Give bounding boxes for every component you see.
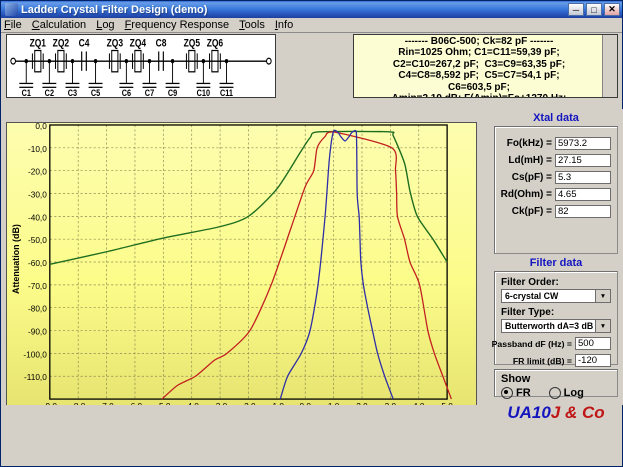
svg-text:-2,0: -2,0 — [241, 402, 256, 405]
svg-text:4,0: 4,0 — [413, 402, 425, 405]
svg-text:-30,0: -30,0 — [28, 190, 47, 199]
svg-text:-80,0: -80,0 — [28, 305, 47, 314]
svg-text:ZQ6: ZQ6 — [207, 38, 223, 50]
svg-text:ZQ1: ZQ1 — [30, 38, 47, 50]
svg-text:C10: C10 — [197, 87, 211, 97]
svg-text:ZQ5: ZQ5 — [184, 38, 201, 50]
svg-text:-110,0: -110,0 — [24, 373, 47, 382]
svg-text:-100,0: -100,0 — [23, 350, 47, 359]
svg-text:C5: C5 — [91, 87, 101, 97]
svg-text:-90,0: -90,0 — [28, 328, 47, 337]
svg-text:C8: C8 — [156, 38, 167, 50]
svg-text:-8,0: -8,0 — [71, 402, 86, 405]
svg-text:C3: C3 — [68, 87, 78, 97]
svg-text:C2: C2 — [45, 87, 55, 97]
svg-text:C1: C1 — [22, 87, 32, 97]
svg-text:C6: C6 — [122, 87, 132, 97]
svg-text:C4: C4 — [79, 38, 90, 50]
svg-text:Attenuation (dB): Attenuation (dB) — [11, 224, 21, 294]
svg-text:-40,0: -40,0 — [28, 213, 47, 222]
svg-text:ZQ3: ZQ3 — [107, 38, 123, 50]
svg-text:-60,0: -60,0 — [28, 259, 47, 268]
svg-text:0,0: 0,0 — [299, 402, 311, 405]
svg-text:0,0: 0,0 — [35, 123, 47, 131]
svg-text:-4,0: -4,0 — [185, 402, 200, 405]
svg-text:-1,0: -1,0 — [270, 402, 285, 405]
svg-text:C7: C7 — [145, 87, 155, 97]
svg-text:-70,0: -70,0 — [28, 282, 47, 291]
svg-text:-6,0: -6,0 — [128, 402, 143, 405]
svg-text:ZQ4: ZQ4 — [130, 38, 147, 50]
svg-text:-7,0: -7,0 — [99, 402, 114, 405]
svg-text:3,0: 3,0 — [385, 402, 397, 405]
svg-text:5,0: 5,0 — [441, 402, 453, 405]
svg-text:-20,0: -20,0 — [28, 168, 47, 177]
svg-text:C9: C9 — [168, 87, 178, 97]
svg-text:-50,0: -50,0 — [28, 236, 47, 245]
svg-text:-10,0: -10,0 — [28, 145, 47, 154]
svg-text:-5,0: -5,0 — [156, 402, 171, 405]
svg-text:-9,0: -9,0 — [43, 402, 58, 405]
svg-text:C11: C11 — [220, 87, 233, 97]
svg-text:1,0: 1,0 — [328, 402, 340, 405]
svg-text:2,0: 2,0 — [356, 402, 368, 405]
svg-text:-3,0: -3,0 — [213, 402, 228, 405]
svg-text:ZQ2: ZQ2 — [53, 38, 69, 50]
